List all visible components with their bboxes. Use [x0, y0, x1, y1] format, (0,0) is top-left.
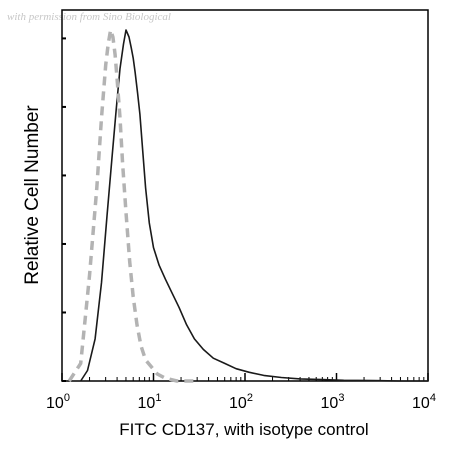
y-axis-title: Relative Cell Number	[22, 105, 43, 285]
x-axis-tick-labels: 100 101 102 103 104	[46, 392, 436, 412]
series-layer	[67, 28, 428, 383]
watermark-text: with permission from Sino Biological	[7, 11, 171, 23]
x-axis-title: FITC CD137, with isotype control	[119, 420, 368, 439]
x-tick-label: 100	[46, 392, 70, 412]
x-tick-label: 102	[229, 392, 253, 412]
x-tick-label: 101	[138, 392, 162, 412]
x-tick-label: 104	[412, 392, 436, 412]
cd137-stain-curve	[80, 29, 428, 382]
x-axis-ticks	[61, 373, 429, 381]
x-tick-label: 103	[321, 392, 345, 412]
isotype-control-curve	[67, 28, 198, 383]
y-axis-ticks	[62, 37, 66, 382]
